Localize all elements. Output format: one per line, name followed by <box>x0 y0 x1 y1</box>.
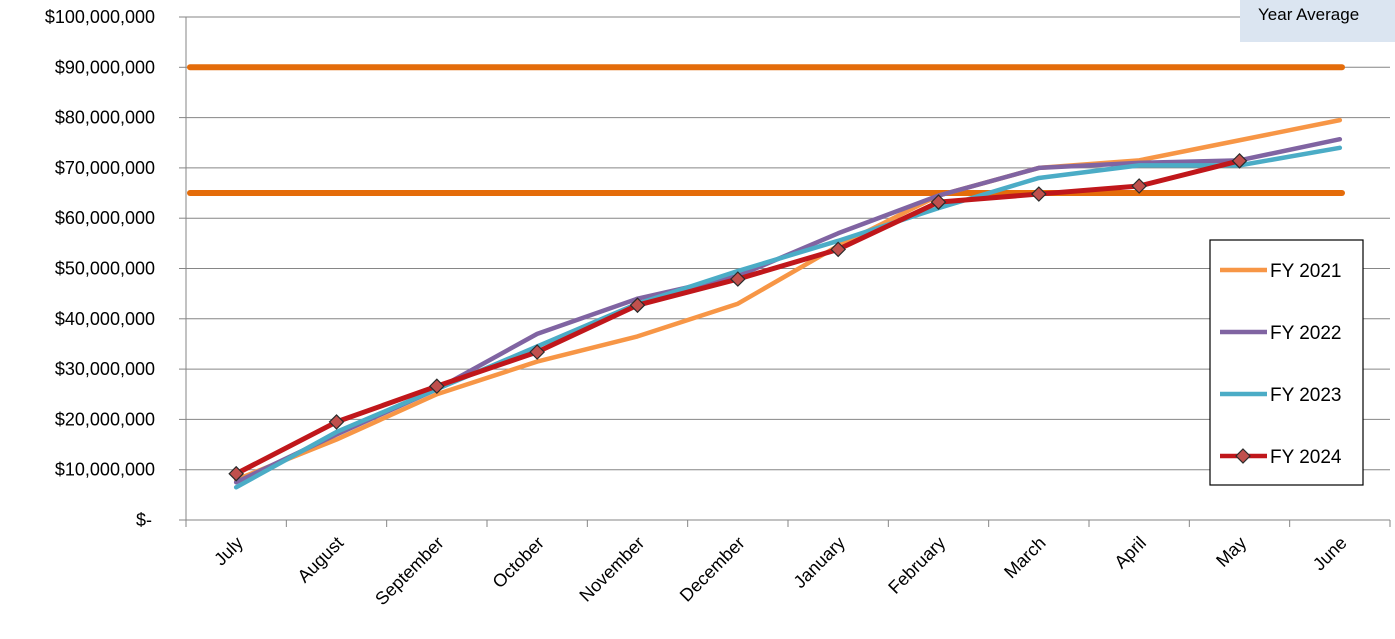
y-tick-label: $80,000,000 <box>55 108 155 128</box>
y-tick-label: $- <box>136 510 152 530</box>
x-tick-label: August <box>294 533 348 587</box>
x-tick-label: October <box>489 533 548 592</box>
data-point-marker <box>1231 153 1248 169</box>
data-point-marker <box>529 344 546 360</box>
x-tick-label: June <box>1309 533 1351 575</box>
x-tick-label: September <box>371 533 447 609</box>
series-line <box>233 145 1343 490</box>
axes <box>179 16 1391 527</box>
data-point-marker <box>729 271 746 287</box>
y-tick-label: $100,000,000 <box>45 7 155 27</box>
series-line <box>233 158 1242 477</box>
data-point-marker <box>228 465 245 482</box>
legend-label: FY 2022 <box>1270 323 1341 344</box>
data-point-marker <box>328 414 345 430</box>
data-point-marker <box>930 194 947 210</box>
data-point-marker <box>1030 186 1047 202</box>
x-tick-label: January <box>790 533 849 592</box>
data-point-marker <box>830 241 847 258</box>
x-tick-label: December <box>676 533 749 606</box>
y-tick-label: $90,000,000 <box>55 57 155 77</box>
callout-box <box>1240 0 1395 42</box>
x-tick-label: November <box>575 533 648 606</box>
legend-label: FY 2021 <box>1270 261 1341 282</box>
reference-lines <box>187 64 1345 197</box>
y-tick-label: $60,000,000 <box>55 208 155 228</box>
x-tick-label: May <box>1212 533 1250 571</box>
x-tick-label: February <box>884 533 949 598</box>
callout: Year Average <box>1240 0 1395 42</box>
x-tick-labels: July August September October November Decemb… <box>210 533 1350 609</box>
x-tick-label: July <box>210 533 247 570</box>
y-tick-label: $40,000,000 <box>55 309 155 329</box>
x-tick-label: March <box>1000 533 1050 583</box>
legend-box <box>1209 239 1364 486</box>
y-tick-label: $70,000,000 <box>55 158 155 178</box>
legend: FY 2021 FY 2022 FY 2023 FY 2024 <box>1209 239 1364 486</box>
y-tick-label: $10,000,000 <box>55 460 155 480</box>
legend-label: FY 2024 <box>1270 447 1342 468</box>
legend-marker <box>1235 448 1251 464</box>
y-tick-label: $30,000,000 <box>55 359 155 379</box>
data-point-marker <box>428 378 445 395</box>
y-tick-label: $50,000,000 <box>55 259 155 279</box>
y-tick-labels: $- $10,000,000 $20,000,000 $30,000,000 $40,0… <box>45 7 155 530</box>
legend-label: FY 2023 <box>1270 385 1341 406</box>
y-tick-label: $20,000,000 <box>55 409 155 429</box>
series-lines <box>228 117 1343 490</box>
series-line <box>233 117 1343 483</box>
callout-label: Year Average <box>1258 5 1359 24</box>
x-tick-label: April <box>1110 533 1150 573</box>
data-point-marker <box>1131 178 1148 194</box>
data-point-marker <box>629 297 646 314</box>
